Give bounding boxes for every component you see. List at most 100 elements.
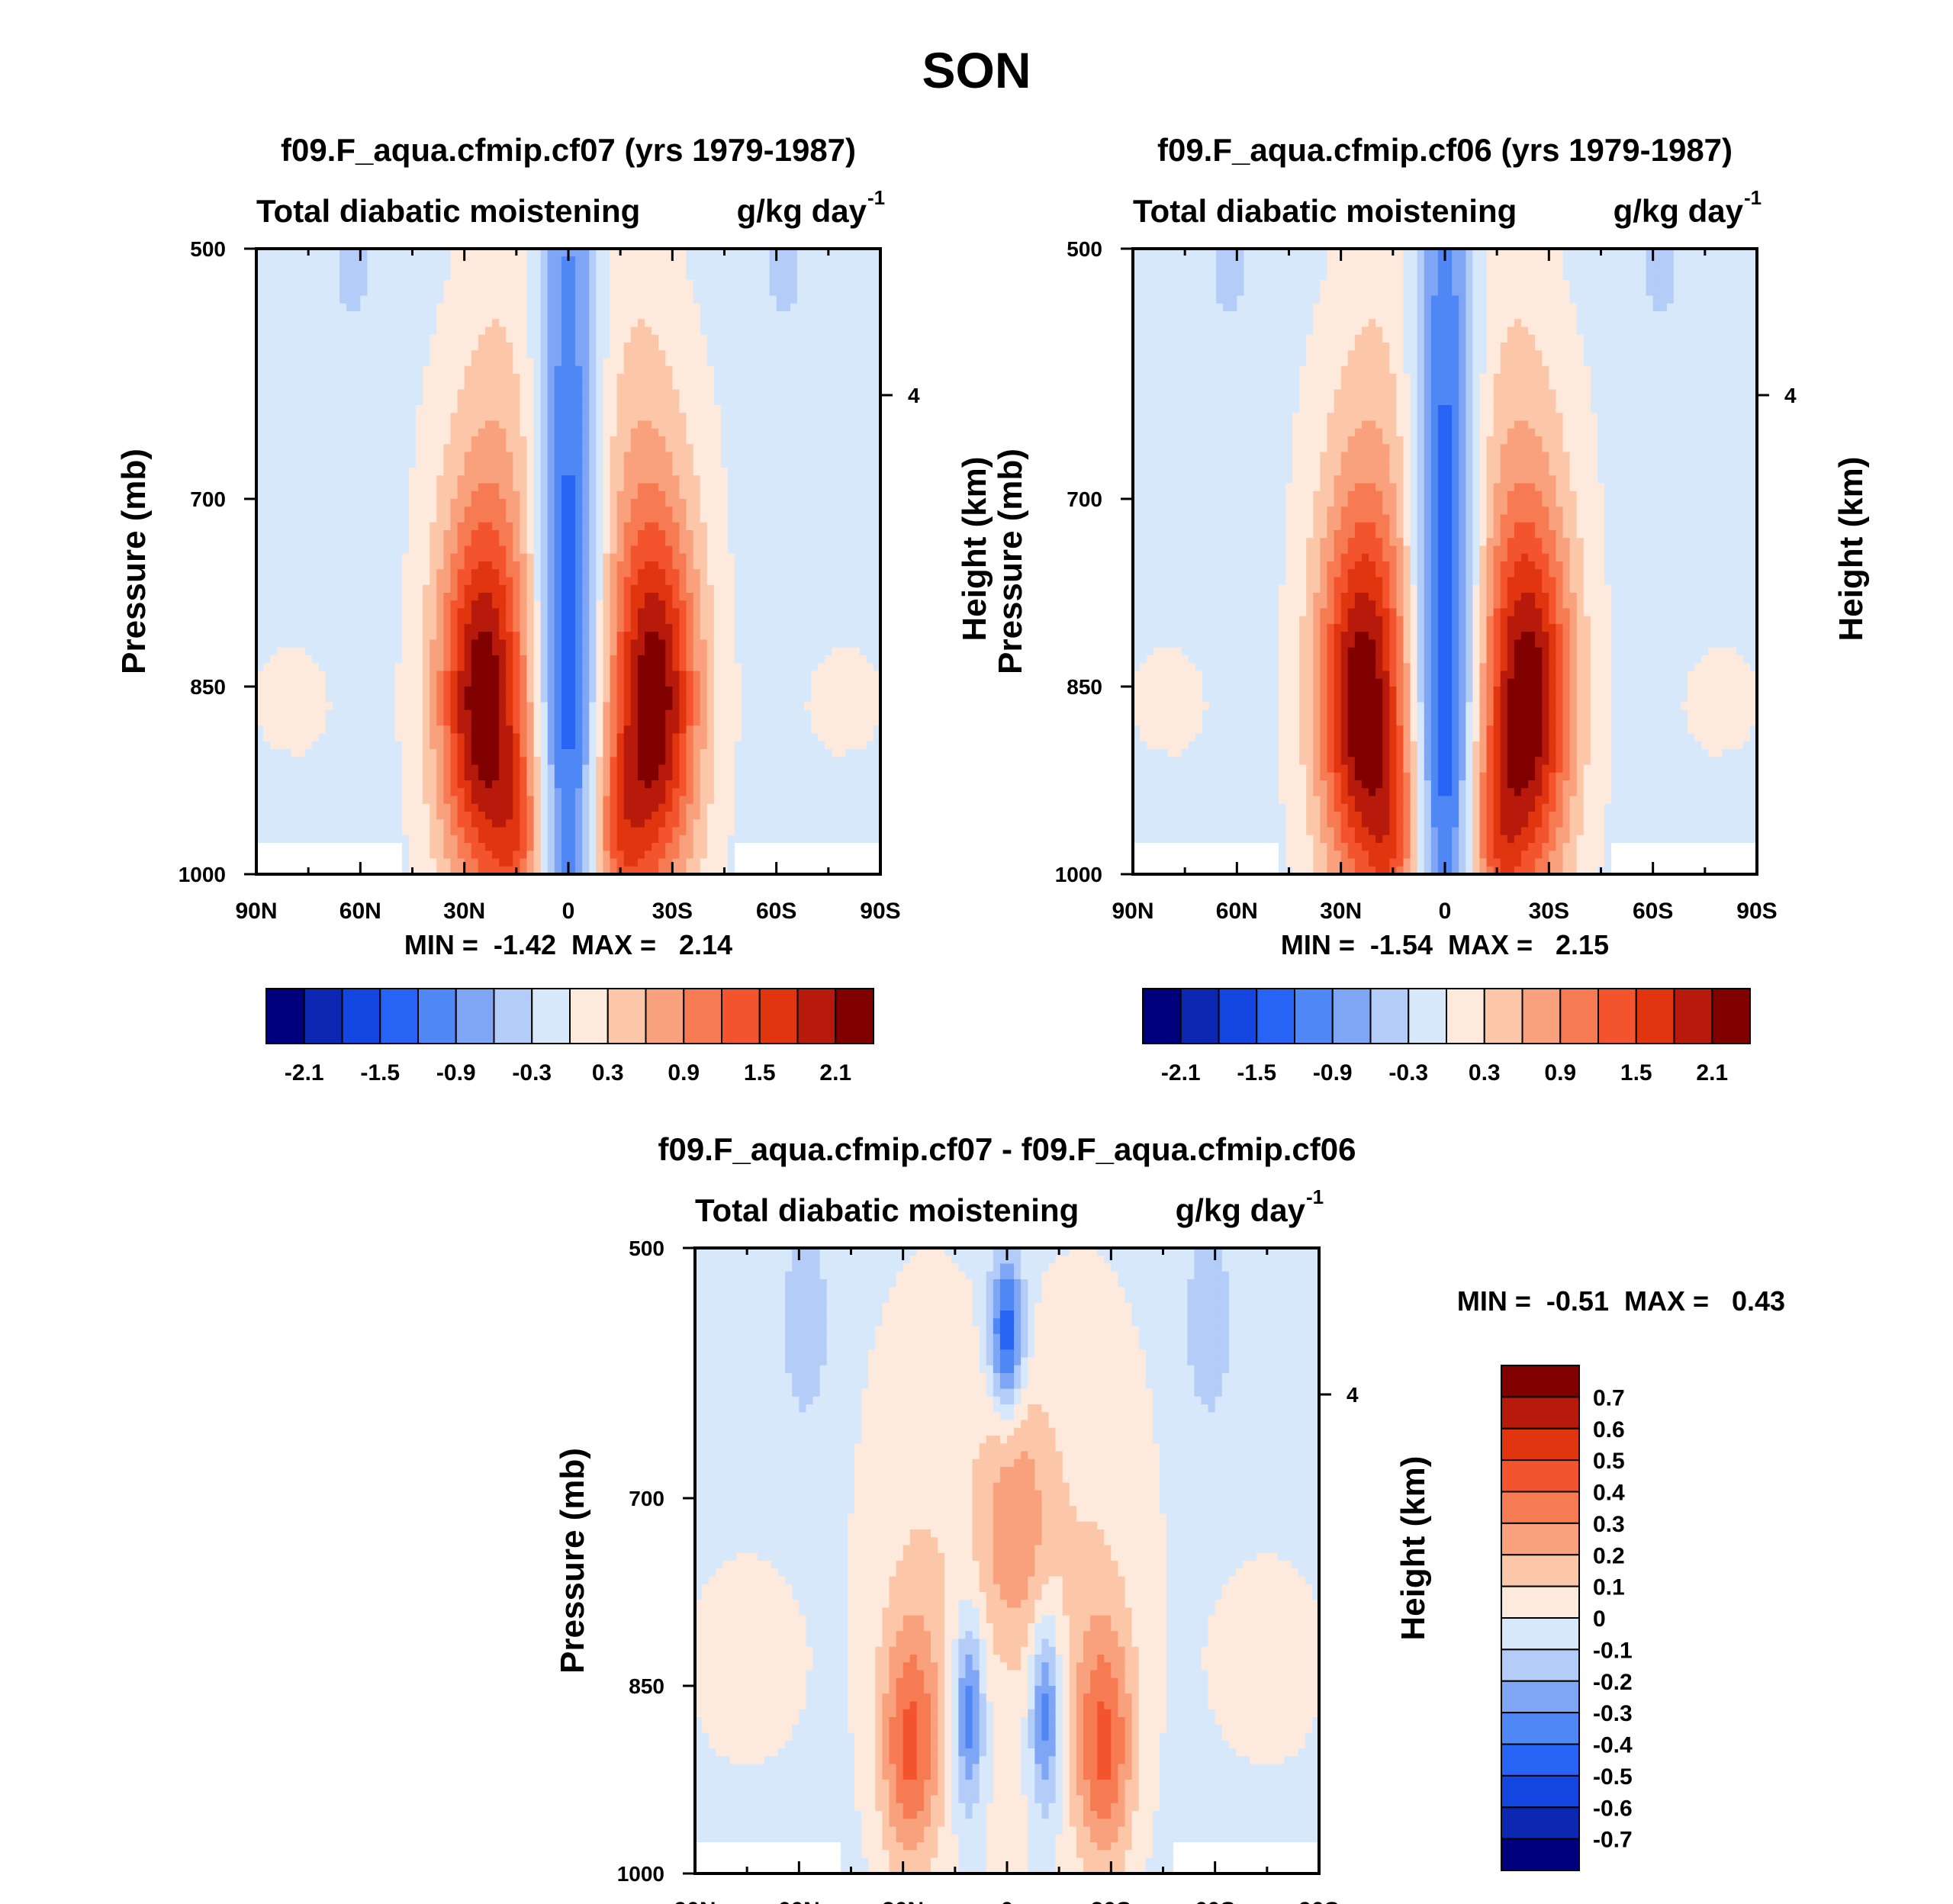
- field-cell: [811, 428, 819, 437]
- field-cell: [499, 616, 507, 625]
- field-cell: [339, 600, 347, 609]
- field-cell: [575, 468, 583, 476]
- field-cell: [520, 264, 528, 273]
- field-cell: [859, 522, 867, 531]
- field-cell: [769, 436, 777, 445]
- field-cell: [416, 647, 423, 656]
- field-cell: [728, 428, 735, 437]
- field-cell: [644, 647, 652, 656]
- field-cell: [401, 655, 410, 664]
- field-cell: [852, 249, 861, 257]
- field-cell: [720, 569, 729, 578]
- field-cell: [520, 420, 528, 429]
- field-cell: [700, 499, 708, 507]
- field-cell: [360, 326, 368, 336]
- field-cell: [540, 608, 549, 617]
- field-cell: [540, 647, 549, 656]
- field-cell: [533, 577, 542, 586]
- field-cell: [506, 584, 513, 593]
- field-cell: [728, 593, 735, 601]
- field-cell: [665, 647, 673, 656]
- field-cell: [499, 514, 507, 523]
- field-cell: [769, 420, 777, 429]
- field-cell: [547, 584, 555, 593]
- field-cell: [540, 600, 549, 609]
- field-cell: [776, 405, 784, 413]
- field-cell: [742, 303, 749, 312]
- field-cell: [513, 381, 520, 391]
- field-cell: [526, 530, 535, 539]
- field-cell: [499, 405, 507, 413]
- field-cell: [582, 655, 590, 664]
- field-cell: [804, 600, 812, 609]
- field-cell: [672, 483, 680, 492]
- field-cell: [644, 436, 652, 445]
- field-cell: [401, 334, 410, 343]
- field-cell: [866, 577, 874, 586]
- field-cell: [547, 490, 555, 500]
- field-cell: [436, 593, 444, 601]
- field-cell: [332, 584, 340, 593]
- field-cell: [540, 584, 549, 593]
- field-cell: [873, 405, 881, 413]
- field-cell: [776, 577, 784, 586]
- field-cell: [603, 436, 611, 445]
- field-cell: [430, 545, 437, 555]
- field-cell: [457, 405, 465, 413]
- field-cell: [832, 295, 840, 304]
- field-cell: [575, 584, 583, 593]
- field-cell: [742, 365, 749, 375]
- field-cell: [318, 459, 327, 468]
- field-cell: [686, 358, 694, 367]
- field-cell: [318, 538, 327, 547]
- field-cell: [360, 343, 368, 351]
- field-cell: [499, 593, 507, 601]
- field-cell: [367, 538, 375, 547]
- field-cell: [652, 334, 659, 343]
- field-cell: [270, 272, 278, 281]
- field-cell: [533, 616, 542, 625]
- field-cell: [679, 436, 687, 445]
- field-cell: [832, 405, 840, 413]
- field-cell: [720, 522, 729, 531]
- field-cell: [408, 326, 417, 336]
- field-cell: [374, 295, 382, 304]
- field-cell: [637, 577, 645, 586]
- field-cell: [728, 514, 735, 523]
- field-cell: [360, 577, 368, 586]
- field-cell: [360, 381, 368, 391]
- field-cell: [762, 420, 771, 429]
- field-cell: [693, 561, 701, 570]
- field-cell: [284, 381, 292, 391]
- field-cell: [825, 632, 832, 641]
- field-cell: [464, 538, 472, 547]
- field-cell: [381, 452, 389, 461]
- field-cell: [790, 326, 798, 336]
- field-cell: [484, 608, 493, 617]
- field-cell: [658, 499, 666, 507]
- field-cell: [644, 374, 652, 382]
- field-cell: [291, 569, 299, 578]
- field-cell: [769, 459, 777, 468]
- field-cell: [304, 280, 313, 288]
- field-cell: [381, 334, 389, 343]
- field-cell: [832, 452, 840, 461]
- field-cell: [735, 545, 742, 555]
- field-cell: [353, 569, 361, 578]
- field-cell: [596, 350, 604, 359]
- field-cell: [720, 561, 729, 570]
- field-cell: [471, 483, 479, 492]
- field-cell: [256, 272, 264, 281]
- field-cell: [811, 303, 819, 312]
- field-cell: [568, 389, 576, 398]
- field-cell: [408, 632, 417, 641]
- field-cell: [256, 624, 264, 632]
- field-cell: [658, 256, 666, 265]
- field-cell: [360, 490, 368, 500]
- field-cell: [706, 459, 715, 468]
- field-cell: [859, 663, 867, 672]
- field-cell: [776, 288, 784, 297]
- field-cell: [818, 647, 825, 656]
- field-cell: [339, 569, 347, 578]
- field-cell: [679, 326, 687, 336]
